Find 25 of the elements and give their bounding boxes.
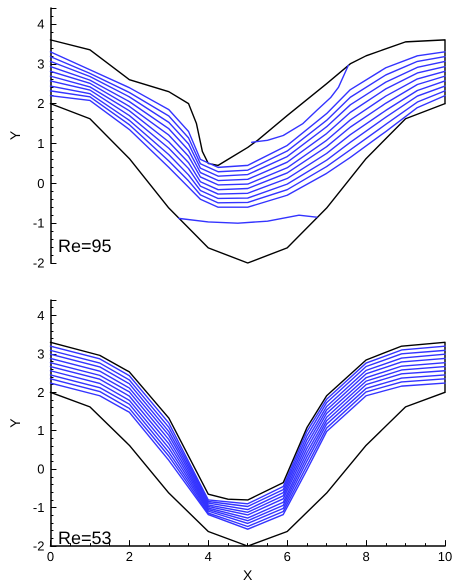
y-tick-label: 0	[37, 462, 44, 477]
x-tick-label: 8	[362, 549, 370, 564]
x-tick-label: 2	[126, 549, 133, 564]
x-tick-label: 4	[204, 549, 212, 564]
x-tick-label: 0	[46, 549, 54, 564]
y-tick-label: 4	[37, 16, 44, 32]
y-tick-label: -2	[32, 256, 44, 270]
y-tick-label: 2	[37, 96, 44, 112]
y-tick-label: -1	[32, 500, 44, 516]
y-tick-label: -1	[32, 216, 44, 231]
y-tick-label: 2	[37, 384, 44, 400]
y-tick-label: 3	[37, 56, 44, 72]
y-tick-label: 4	[37, 308, 44, 323]
x-tick-label: 10	[438, 549, 452, 564]
y-tick-label: 1	[37, 136, 44, 151]
y-tick-label: -2	[32, 538, 44, 554]
x-axis-title: X	[243, 567, 254, 583]
y-tick-label: 1	[37, 423, 44, 438]
y-tick-label: 0	[37, 176, 44, 191]
y-tick-label: 3	[37, 346, 44, 362]
y-axis-title: Y	[7, 418, 23, 428]
x-tick-label: 6	[284, 549, 291, 564]
annotation: Re=53	[58, 528, 112, 548]
y-axis-title: Y	[7, 130, 23, 140]
annotation: Re=95	[58, 236, 112, 256]
